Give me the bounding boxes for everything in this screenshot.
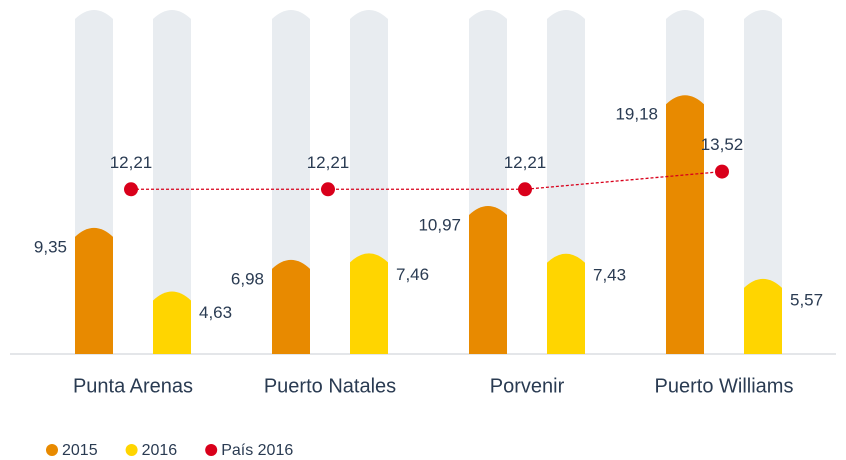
value-label: 9,35 <box>34 237 67 256</box>
bar-track <box>744 10 782 354</box>
x-tick-label: Punta Arenas <box>73 375 193 397</box>
bar <box>547 253 585 354</box>
bar <box>153 291 191 354</box>
x-tick-label: Porvenir <box>490 375 565 397</box>
bar <box>666 95 704 354</box>
value-label: 12,21 <box>504 153 547 172</box>
legend-marker <box>125 444 138 456</box>
legend-label: 2016 <box>142 442 178 459</box>
bar-track <box>153 10 191 354</box>
x-tick-label: Puerto Williams <box>655 375 794 397</box>
value-label: 12,21 <box>307 153 350 172</box>
line-point <box>518 182 532 197</box>
value-label: 6,98 <box>231 269 264 288</box>
value-label: 4,63 <box>199 303 232 322</box>
legend-marker <box>46 444 58 456</box>
bar <box>350 253 388 354</box>
value-label: 12,21 <box>110 153 153 172</box>
value-label: 19,18 <box>615 105 658 124</box>
bar <box>272 259 310 354</box>
line-point <box>321 182 335 197</box>
legend-marker <box>205 444 218 456</box>
line <box>131 170 723 190</box>
value-label: 7,43 <box>593 265 626 284</box>
legend-label: País 2016 <box>221 442 293 459</box>
legend-label: 2015 <box>62 442 98 459</box>
x-tick-label: Puerto Natales <box>264 375 396 397</box>
line-point <box>124 182 138 197</box>
value-label: 13,52 <box>701 135 744 154</box>
value-label: 7,46 <box>396 265 429 284</box>
bar <box>75 227 113 354</box>
bar <box>469 206 507 354</box>
value-label: 5,57 <box>790 290 823 309</box>
value-label: 10,97 <box>418 215 461 234</box>
bar <box>744 278 782 354</box>
line-point <box>715 164 729 179</box>
